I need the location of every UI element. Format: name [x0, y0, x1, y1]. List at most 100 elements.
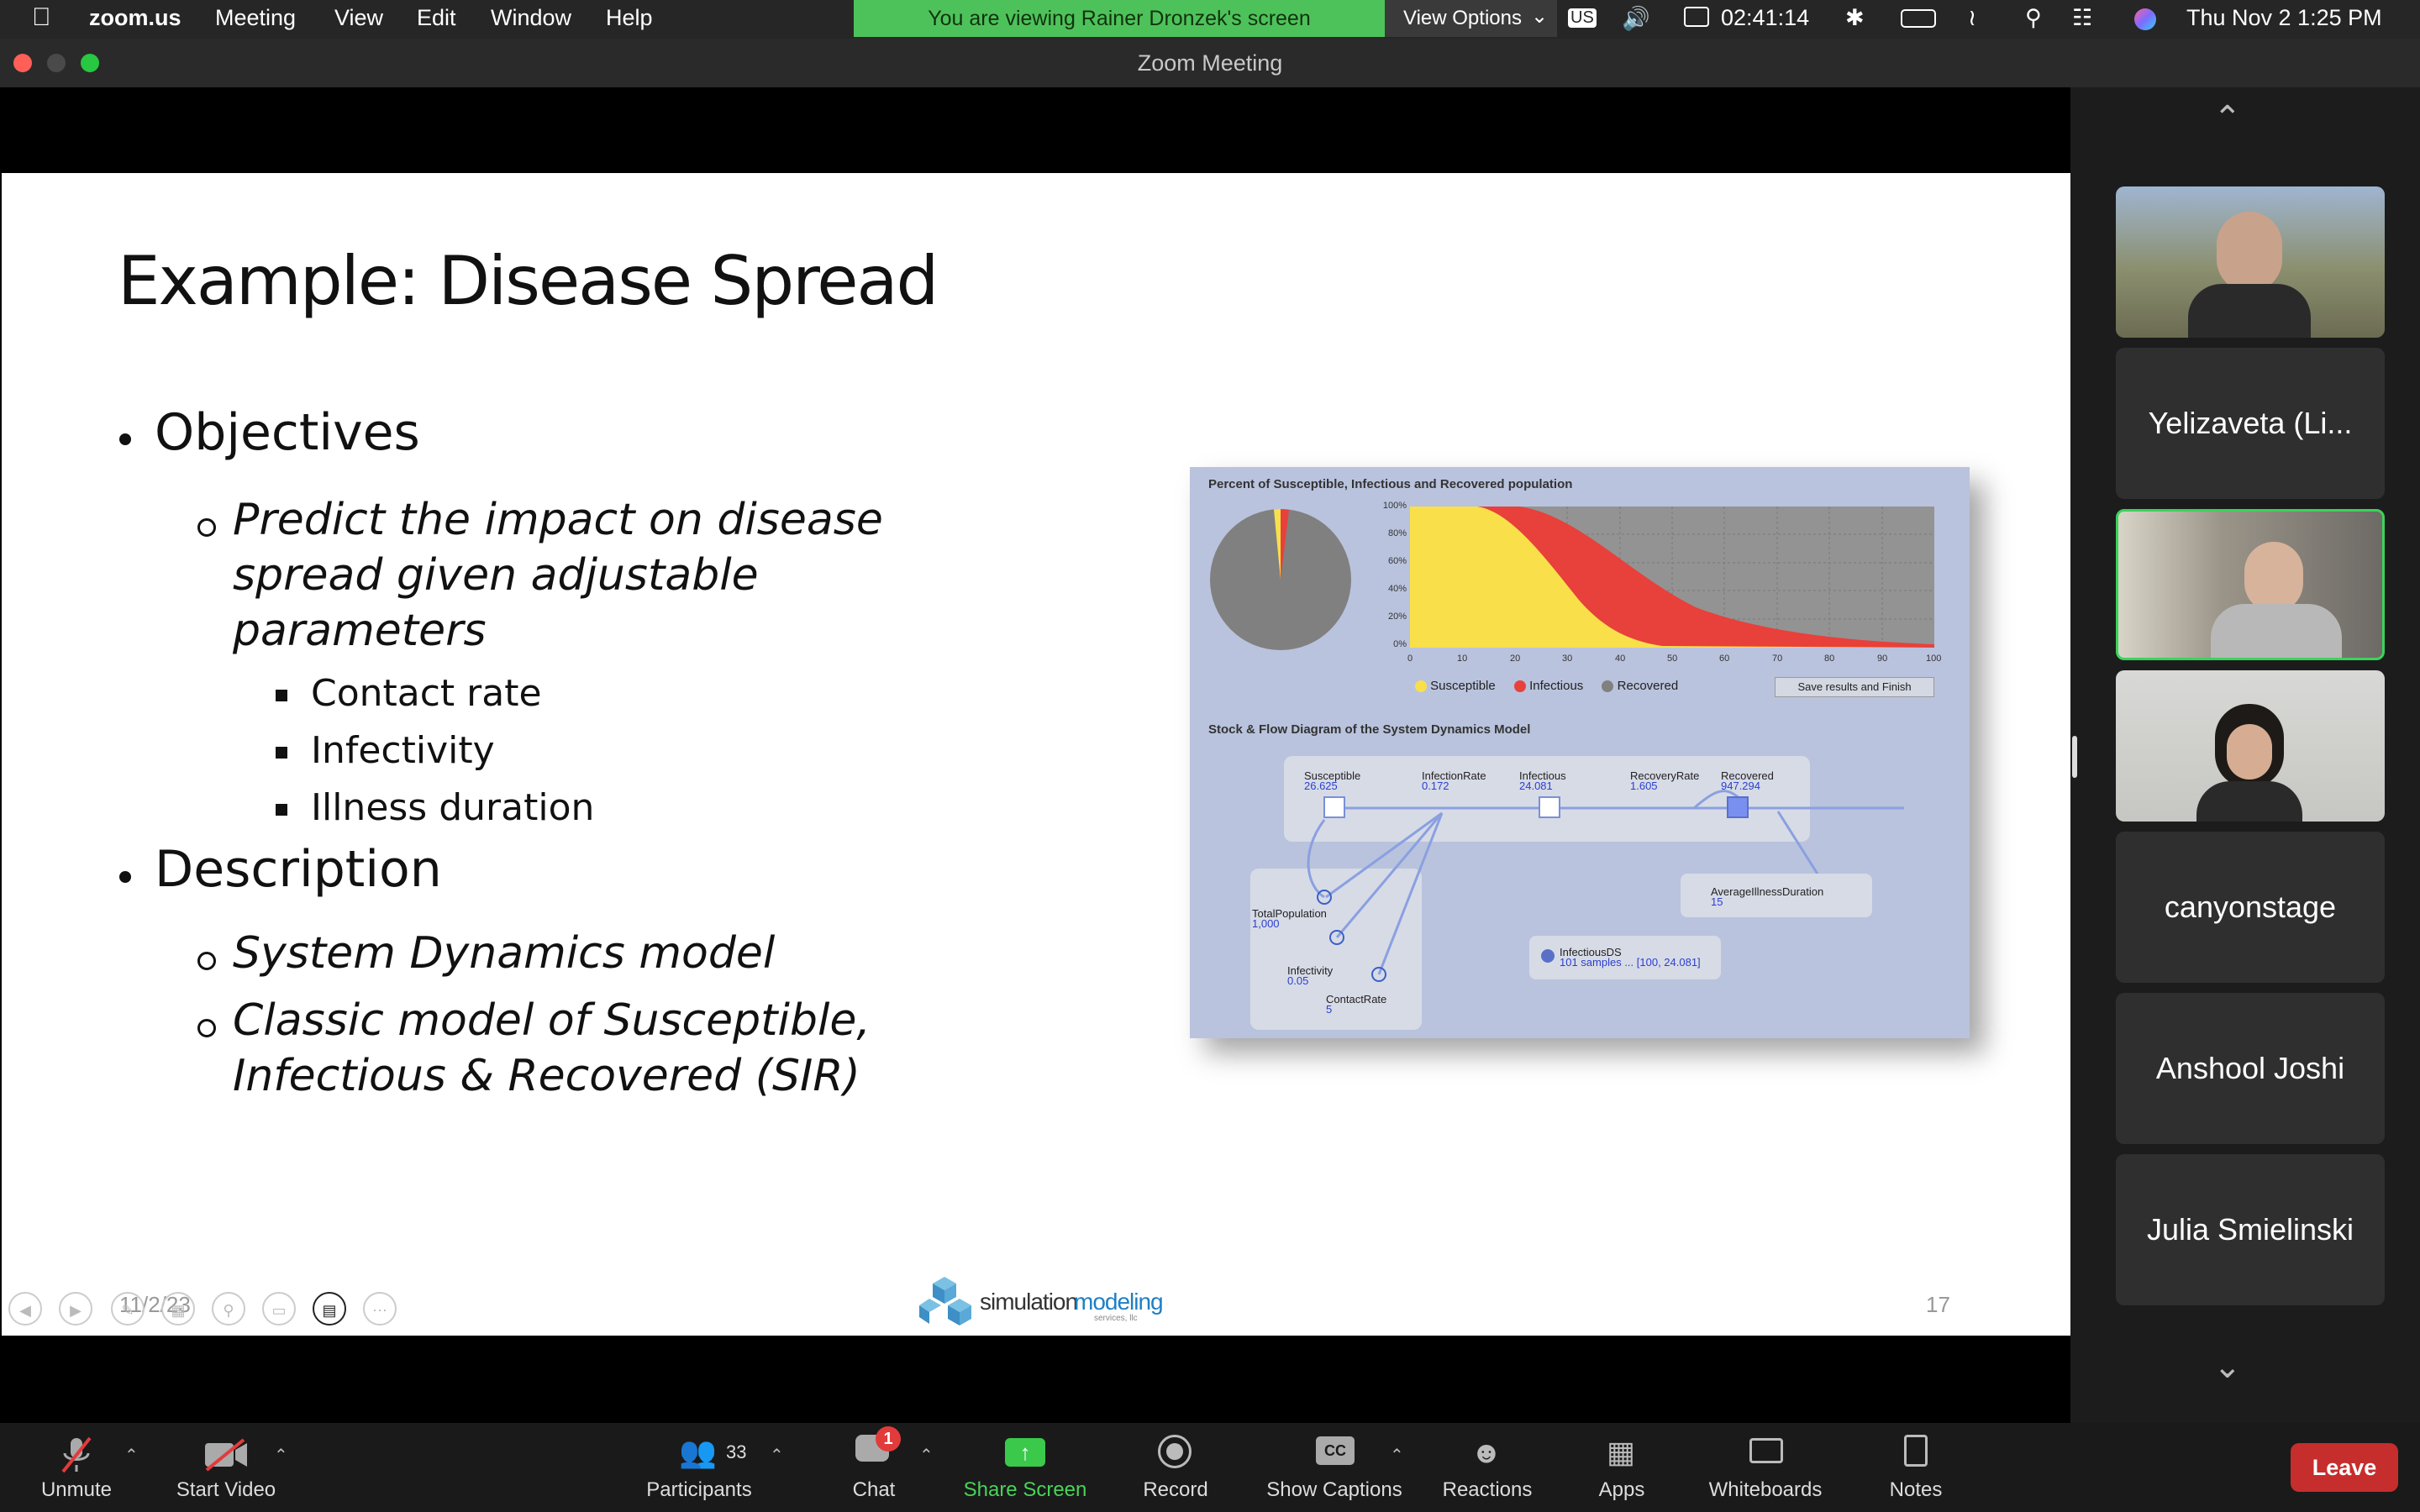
param-illness-duration: Illness duration — [311, 786, 595, 829]
menu-meeting[interactable]: Meeting — [215, 5, 297, 30]
captions-options-caret-icon[interactable]: ⌃ — [1390, 1446, 1404, 1465]
audio-options-caret-icon[interactable]: ⌃ — [124, 1446, 139, 1465]
unmute-button[interactable]: Unmute — [25, 1423, 128, 1512]
participants-button[interactable]: 👥 33 Participants — [639, 1423, 760, 1512]
subtitles-icon[interactable]: ▭ — [262, 1292, 296, 1326]
y-tick: 60% — [1387, 556, 1407, 566]
clock-datetime[interactable]: Thu Nov 2 1:25 PM — [2186, 5, 2382, 30]
start-video-button[interactable]: Start Video — [165, 1423, 287, 1512]
stock-susceptible: Susceptible 26.625 — [1304, 770, 1360, 791]
participant-avatar — [2244, 542, 2303, 612]
slide-page-number: 17 — [1926, 1292, 1950, 1317]
whiteboards-button[interactable]: Whiteboards — [1701, 1423, 1830, 1512]
fullscreen-window-button[interactable] — [81, 54, 99, 72]
x-tick: 40 — [1615, 654, 1626, 664]
leave-button[interactable]: Leave — [2291, 1443, 2398, 1492]
volume-icon[interactable]: 🔊 — [1622, 6, 1650, 31]
param-contact-rate-node: ContactRate 5 — [1326, 994, 1386, 1016]
menu-edit[interactable]: Edit — [417, 5, 456, 30]
logo-sub: services, llc — [1094, 1314, 1138, 1323]
y-tick: 80% — [1387, 528, 1407, 538]
pen-icon[interactable]: ✎ — [111, 1292, 145, 1326]
reactions-button[interactable]: ☻ Reactions — [1439, 1423, 1536, 1512]
notes-button[interactable]: Notes — [1874, 1423, 1958, 1512]
previous-slide-icon[interactable]: ◀ — [8, 1292, 42, 1326]
input-source-icon[interactable]: US — [1568, 8, 1597, 28]
apple-icon[interactable]:  — [32, 3, 51, 32]
chat-options-caret-icon[interactable]: ⌃ — [919, 1446, 934, 1465]
chat-button[interactable]: 1 Chat — [832, 1423, 916, 1512]
stock-value: 947.294 — [1721, 780, 1760, 792]
video-tile-participant-1[interactable] — [2116, 186, 2385, 338]
legend-swatch-infectious — [1513, 680, 1526, 693]
dataset-icon — [1541, 949, 1555, 963]
share-screen-button[interactable]: ↑ Share Screen — [958, 1423, 1092, 1512]
scroll-up-icon[interactable]: ⌃ — [2213, 100, 2242, 137]
flow-label: InfectionRate — [1422, 769, 1486, 782]
participants-count: 33 — [726, 1441, 747, 1462]
scroll-down-icon[interactable]: ⌄ — [2213, 1348, 2242, 1385]
record-label: Record — [1143, 1478, 1208, 1501]
save-results-button[interactable]: Save results and Finish — [1775, 677, 1934, 697]
simulation-modeling-logo: simulation modeling services, llc — [919, 1273, 1171, 1332]
y-tick: 40% — [1387, 584, 1407, 594]
y-tick: 0% — [1393, 639, 1407, 649]
video-tile-anshool-joshi[interactable]: Anshool Joshi — [2116, 993, 2385, 1144]
video-tile-julia-smielinski[interactable]: Julia Smielinski — [2116, 1154, 2385, 1305]
logo-cubes-icon — [919, 1277, 971, 1326]
siri-icon[interactable] — [2134, 8, 2156, 30]
presentation-slide: Example: Disease Spread Objectives Predi… — [2, 173, 2070, 1336]
y-tick: 100% — [1382, 501, 1407, 511]
participants-label: Participants — [646, 1478, 752, 1501]
x-tick: 20 — [1510, 654, 1521, 664]
record-button[interactable]: Record — [1131, 1423, 1220, 1512]
next-slide-icon[interactable]: ▶ — [59, 1292, 92, 1326]
camera-toggle-icon[interactable]: ▤ — [313, 1292, 346, 1326]
objectives-heading: Objectives — [155, 403, 420, 462]
closed-captions-icon: CC — [1316, 1436, 1355, 1465]
participant-body — [2188, 284, 2311, 338]
logo-text-b: modeling — [1074, 1289, 1164, 1315]
objective-line-3: parameters — [233, 606, 487, 656]
share-screen-icon: ↑ — [1005, 1438, 1045, 1467]
participants-options-caret-icon[interactable]: ⌃ — [770, 1446, 784, 1465]
wifi-icon[interactable]: ≀ — [1968, 5, 1977, 30]
bluetooth-icon[interactable]: ✱ — [1845, 5, 1865, 30]
chat-label: Chat — [852, 1478, 896, 1501]
bullet-dot — [119, 871, 131, 883]
show-captions-button[interactable]: CC Show Captions — [1257, 1423, 1412, 1512]
macos-menubar:  zoom.us Meeting View Edit Window Help … — [0, 0, 2420, 39]
record-dot — [1166, 1443, 1183, 1460]
reactions-icon: ☻ — [1470, 1435, 1502, 1469]
video-options-caret-icon[interactable]: ⌃ — [274, 1446, 288, 1465]
menu-window[interactable]: Window — [491, 5, 572, 30]
menu-view[interactable]: View — [334, 5, 384, 30]
view-options-button[interactable]: View Options ⌄ — [1385, 0, 1557, 37]
more-options-icon[interactable]: ⋯ — [363, 1292, 397, 1326]
minimize-window-button[interactable] — [47, 54, 66, 72]
video-tile-canyonstage[interactable]: canyonstage — [2116, 832, 2385, 983]
menu-help[interactable]: Help — [606, 5, 653, 30]
record-icon — [1158, 1435, 1192, 1468]
bullet-circle — [197, 518, 216, 537]
panel-resize-handle[interactable] — [2072, 736, 2077, 778]
video-tile-participant-4[interactable] — [2116, 670, 2385, 822]
search-icon[interactable]: ⚲ — [2025, 5, 2042, 30]
control-center-icon[interactable]: ☷ — [2072, 5, 2093, 30]
description-heading: Description — [155, 840, 442, 899]
slides-grid-icon[interactable]: ▦ — [161, 1292, 195, 1326]
video-tile-yelizaveta[interactable]: Yelizaveta (Li... — [2116, 348, 2385, 499]
chat-unread-badge: 1 — [876, 1426, 901, 1452]
apps-button[interactable]: ▦ Apps — [1580, 1423, 1664, 1512]
screen-share-banner: You are viewing Rainer Dronzek's screen — [854, 0, 1385, 37]
bullet-square — [276, 747, 287, 759]
legend-swatch-susceptible — [1415, 680, 1427, 693]
description-line-2: Classic model of Susceptible, — [233, 995, 871, 1046]
app-menu[interactable]: zoom.us — [89, 5, 182, 30]
zoom-icon[interactable]: ⚲ — [212, 1292, 245, 1326]
battery-icon[interactable] — [1901, 9, 1936, 28]
close-window-button[interactable] — [13, 54, 32, 72]
x-axis-ticks: 0 10 20 30 40 50 60 70 80 90 100 — [1407, 654, 1941, 667]
param-value: 5 — [1326, 1003, 1333, 1016]
video-tile-active-speaker[interactable] — [2116, 509, 2385, 660]
